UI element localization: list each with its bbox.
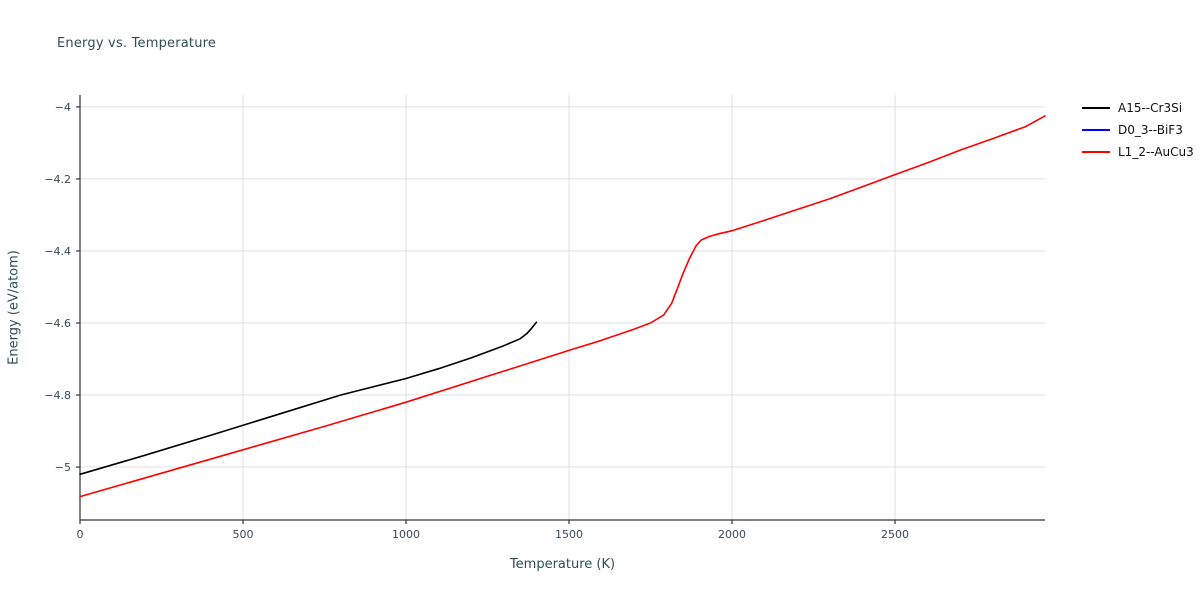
series-line-a15-cr3si — [79, 321, 538, 476]
legend-line-swatch-blue — [1082, 128, 1110, 131]
y-axis-label: Energy (eV/atom) — [6, 250, 22, 365]
y-tick-label: −4.2 — [44, 173, 71, 186]
y-tick-label: −4.6 — [44, 317, 71, 330]
y-tick-label: −5 — [55, 461, 71, 474]
legend-label: L1_2--AuCu3 — [1118, 144, 1194, 159]
legend-item-d03-bif3: D0_3--BiF3 — [1082, 122, 1194, 137]
legend-line-swatch-red — [1082, 150, 1110, 153]
y-tick-label: −4.8 — [44, 389, 71, 402]
x-tick-label: 1500 — [555, 528, 583, 541]
legend: A15--Cr3Si D0_3--BiF3 L1_2--AuCu3 — [1082, 100, 1194, 159]
x-axis-label: Temperature (K) — [509, 557, 616, 572]
x-tick-label: 1000 — [392, 528, 420, 541]
legend-label: D0_3--BiF3 — [1118, 122, 1183, 137]
x-tick-label: 500 — [233, 528, 254, 541]
legend-item-l12-aucu3: L1_2--AuCu3 — [1082, 144, 1194, 159]
y-tick-label: −4 — [55, 101, 71, 114]
y-tick-label: −4.4 — [44, 245, 71, 258]
x-tick-label: 0 — [77, 528, 84, 541]
x-tick-label: 2500 — [881, 528, 909, 541]
legend-line-swatch-black — [1082, 106, 1110, 109]
series-line-l1-2-aucu3 — [79, 115, 1046, 498]
x-tick-label: 2000 — [718, 528, 746, 541]
chart-title: Energy vs. Temperature — [57, 36, 217, 51]
legend-item-a15-cr3si: A15--Cr3Si — [1082, 100, 1194, 115]
legend-label: A15--Cr3Si — [1118, 100, 1183, 115]
